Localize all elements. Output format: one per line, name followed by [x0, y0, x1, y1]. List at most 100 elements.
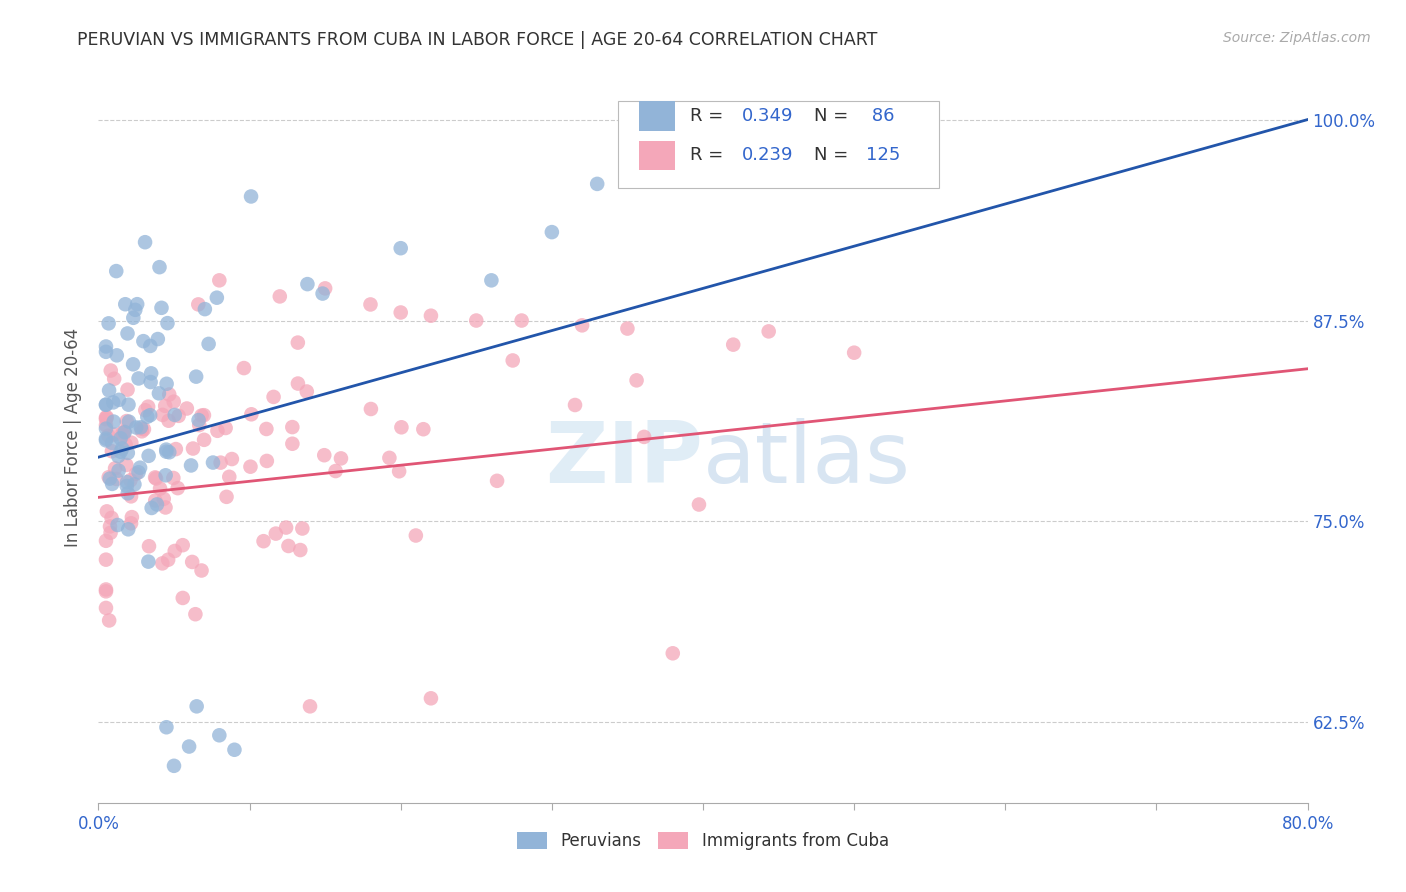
Point	[112, 428, 135, 442]
Point	[104, 461, 127, 475]
Point	[166, 481, 188, 495]
Point	[224, 743, 246, 757]
Point	[167, 409, 190, 423]
Point	[94, 552, 117, 566]
Point	[146, 332, 169, 346]
Point	[153, 399, 176, 413]
Point	[98, 614, 121, 628]
Point	[105, 348, 128, 362]
Point	[134, 403, 156, 417]
FancyBboxPatch shape	[619, 101, 939, 188]
Point	[163, 544, 186, 558]
Point	[125, 467, 148, 481]
Text: 86: 86	[866, 107, 894, 125]
Y-axis label: In Labor Force | Age 20-64: In Labor Force | Age 20-64	[65, 327, 83, 547]
Point	[633, 430, 655, 444]
Point	[146, 497, 169, 511]
Point	[252, 534, 274, 549]
Point	[121, 510, 143, 524]
Point	[139, 339, 162, 353]
Point	[187, 297, 209, 311]
Point	[155, 376, 177, 391]
Point	[117, 486, 139, 500]
Point	[138, 555, 160, 569]
Point	[94, 434, 117, 448]
Point	[115, 458, 138, 472]
Point	[314, 448, 336, 462]
Point	[94, 410, 117, 425]
Point	[136, 409, 159, 424]
Point	[221, 452, 243, 467]
Point	[163, 408, 186, 422]
Point	[269, 289, 291, 303]
Point	[101, 436, 124, 450]
Point	[208, 728, 231, 742]
Point	[281, 420, 304, 434]
Point	[132, 334, 155, 348]
Point	[157, 387, 180, 401]
Point	[155, 442, 177, 457]
Point	[197, 337, 219, 351]
Point	[314, 281, 336, 295]
Point	[129, 460, 152, 475]
Text: 0.239: 0.239	[742, 146, 793, 164]
Point	[100, 363, 122, 377]
Point	[94, 344, 117, 359]
Point	[325, 464, 347, 478]
Point	[264, 526, 287, 541]
Point	[118, 415, 141, 429]
Point	[94, 601, 117, 615]
Point	[290, 543, 312, 558]
Point	[128, 371, 150, 385]
Point	[139, 375, 162, 389]
Point	[114, 425, 136, 440]
Point	[186, 699, 208, 714]
Point	[287, 335, 309, 350]
Point	[256, 454, 278, 468]
Point	[120, 489, 142, 503]
Point	[172, 591, 194, 605]
Point	[117, 398, 139, 412]
Point	[127, 297, 149, 311]
Point	[190, 409, 212, 423]
Point	[254, 422, 277, 436]
Point	[360, 297, 382, 311]
Point	[616, 321, 638, 335]
Point	[420, 309, 443, 323]
Point	[94, 398, 117, 412]
Point	[190, 564, 212, 578]
Point	[152, 408, 174, 422]
Point	[149, 482, 172, 496]
Point	[138, 539, 160, 553]
Text: Source: ZipAtlas.com: Source: ZipAtlas.com	[1223, 31, 1371, 45]
Point	[98, 384, 121, 398]
Point	[131, 425, 153, 439]
Point	[122, 310, 145, 325]
Point	[186, 369, 208, 384]
Point	[263, 390, 285, 404]
Point	[180, 458, 202, 473]
Point	[141, 367, 163, 381]
Point	[274, 520, 297, 534]
Point	[208, 273, 231, 287]
Point	[360, 402, 382, 417]
Point	[103, 415, 125, 429]
Text: 0.349: 0.349	[742, 107, 793, 125]
Point	[540, 225, 562, 239]
Point	[124, 302, 146, 317]
Point	[193, 408, 215, 422]
Point	[188, 418, 211, 433]
Point	[295, 384, 318, 399]
Point	[98, 519, 121, 533]
Point	[240, 189, 263, 203]
Point	[661, 646, 683, 660]
Point	[586, 177, 609, 191]
Point	[94, 422, 117, 436]
Point	[163, 394, 186, 409]
Point	[143, 470, 166, 484]
Point	[105, 264, 128, 278]
Point	[155, 444, 177, 458]
Point	[114, 297, 136, 311]
Point	[117, 326, 139, 341]
Point	[389, 241, 412, 255]
